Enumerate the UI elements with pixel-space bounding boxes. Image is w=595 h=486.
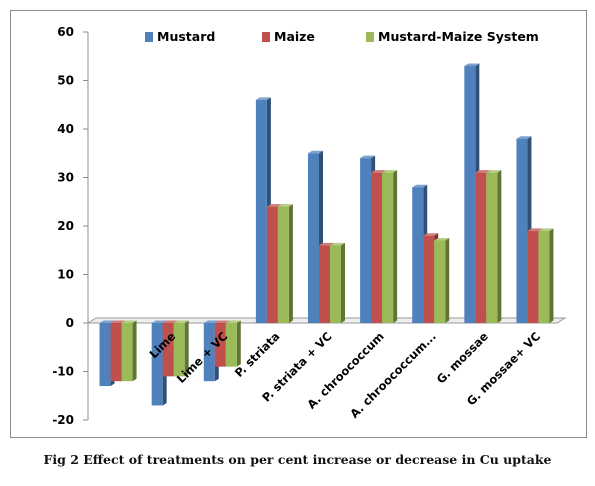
bar-top <box>464 63 480 66</box>
bar-top <box>423 233 439 236</box>
bar-side <box>341 242 345 323</box>
bar-top <box>319 242 334 246</box>
bar-top <box>214 320 230 323</box>
bar-mustard-6 <box>412 187 424 323</box>
bar-top <box>412 184 428 188</box>
bar-maize-7 <box>475 172 487 323</box>
bar-top <box>360 155 376 159</box>
bar-side <box>497 170 502 323</box>
bar-top <box>434 238 450 241</box>
bar-top <box>475 170 491 173</box>
legend-label: Mustard-Maize System <box>378 29 539 44</box>
bar-side <box>236 320 241 367</box>
bar-top <box>538 228 554 231</box>
bar-top <box>527 228 543 231</box>
y-tick-label: 40 <box>57 122 74 136</box>
bar-side <box>184 320 189 377</box>
bar-mustard-maize-system-8 <box>538 230 550 323</box>
legend-swatch <box>262 32 270 42</box>
legend-label: Maize <box>274 29 315 44</box>
bar-top <box>151 320 167 323</box>
bar-maize-8 <box>527 230 539 323</box>
bar-top <box>330 242 345 246</box>
y-tick-label: 50 <box>57 74 74 88</box>
bar-mustard-2 <box>203 323 215 382</box>
category-label: G. mossae <box>434 329 491 386</box>
bar-mustard-3 <box>255 99 267 324</box>
figure-caption: Fig 2 Effect of treatments on per cent i… <box>43 452 552 467</box>
bar-top <box>99 320 115 323</box>
legend-label: Mustard <box>157 29 215 44</box>
bar-mustard-0 <box>99 323 111 387</box>
y-tick-label: 60 <box>57 25 74 39</box>
bar-top <box>225 320 241 323</box>
y-tick-label: 20 <box>57 219 74 233</box>
y-tick-label: 0 <box>66 316 74 330</box>
y-tick-label: 30 <box>57 171 74 185</box>
bar-maize-6 <box>423 235 435 323</box>
bar-top <box>308 150 323 154</box>
bar-mustard-4 <box>308 153 319 323</box>
bar-mustard-8 <box>516 138 528 323</box>
bar-mustard-maize-system-5 <box>382 172 394 323</box>
bar-top <box>255 97 271 100</box>
bar-mustard-maize-system-3 <box>277 206 289 323</box>
bar-side <box>288 204 293 323</box>
bar-maize-1 <box>162 323 174 377</box>
bar-maize-4 <box>319 245 330 323</box>
bar-top <box>110 320 126 323</box>
bar-top <box>382 170 398 173</box>
bar-side <box>393 170 398 323</box>
bar-mustard-5 <box>360 158 372 323</box>
bar-mustard-maize-system-7 <box>486 172 498 323</box>
bar-side <box>549 228 554 323</box>
bar-top <box>371 170 387 173</box>
bar-top <box>277 204 293 207</box>
bar-top <box>173 320 189 323</box>
category-label: A. chroococcum... <box>347 329 439 421</box>
bar-side <box>132 320 137 382</box>
bar-side <box>445 238 450 323</box>
bar-maize-2 <box>214 323 226 367</box>
bar-mustard-maize-system-4 <box>330 245 341 323</box>
bar-top <box>162 320 178 323</box>
y-tick-label: -20 <box>52 413 74 427</box>
y-tick-label: -10 <box>52 365 74 379</box>
legend-swatch <box>145 32 153 42</box>
legend-swatch <box>366 32 374 42</box>
bar-top <box>121 320 137 323</box>
bar-mustard-7 <box>464 65 476 323</box>
bar-mustard-maize-system-0 <box>121 323 133 382</box>
bar-top <box>203 320 219 323</box>
bar-mustard-maize-system-6 <box>434 240 446 323</box>
y-tick-label: 10 <box>57 268 74 282</box>
bar-maize-3 <box>266 206 278 323</box>
bar-mustard-1 <box>151 323 163 406</box>
bar-top <box>486 170 502 173</box>
bar-mustard-maize-system-2 <box>225 323 237 367</box>
bar-mustard-maize-system-1 <box>173 323 185 377</box>
bar-maize-0 <box>110 323 122 382</box>
bar-top <box>516 136 532 139</box>
bar-maize-5 <box>371 172 383 323</box>
bar-top <box>266 204 282 207</box>
